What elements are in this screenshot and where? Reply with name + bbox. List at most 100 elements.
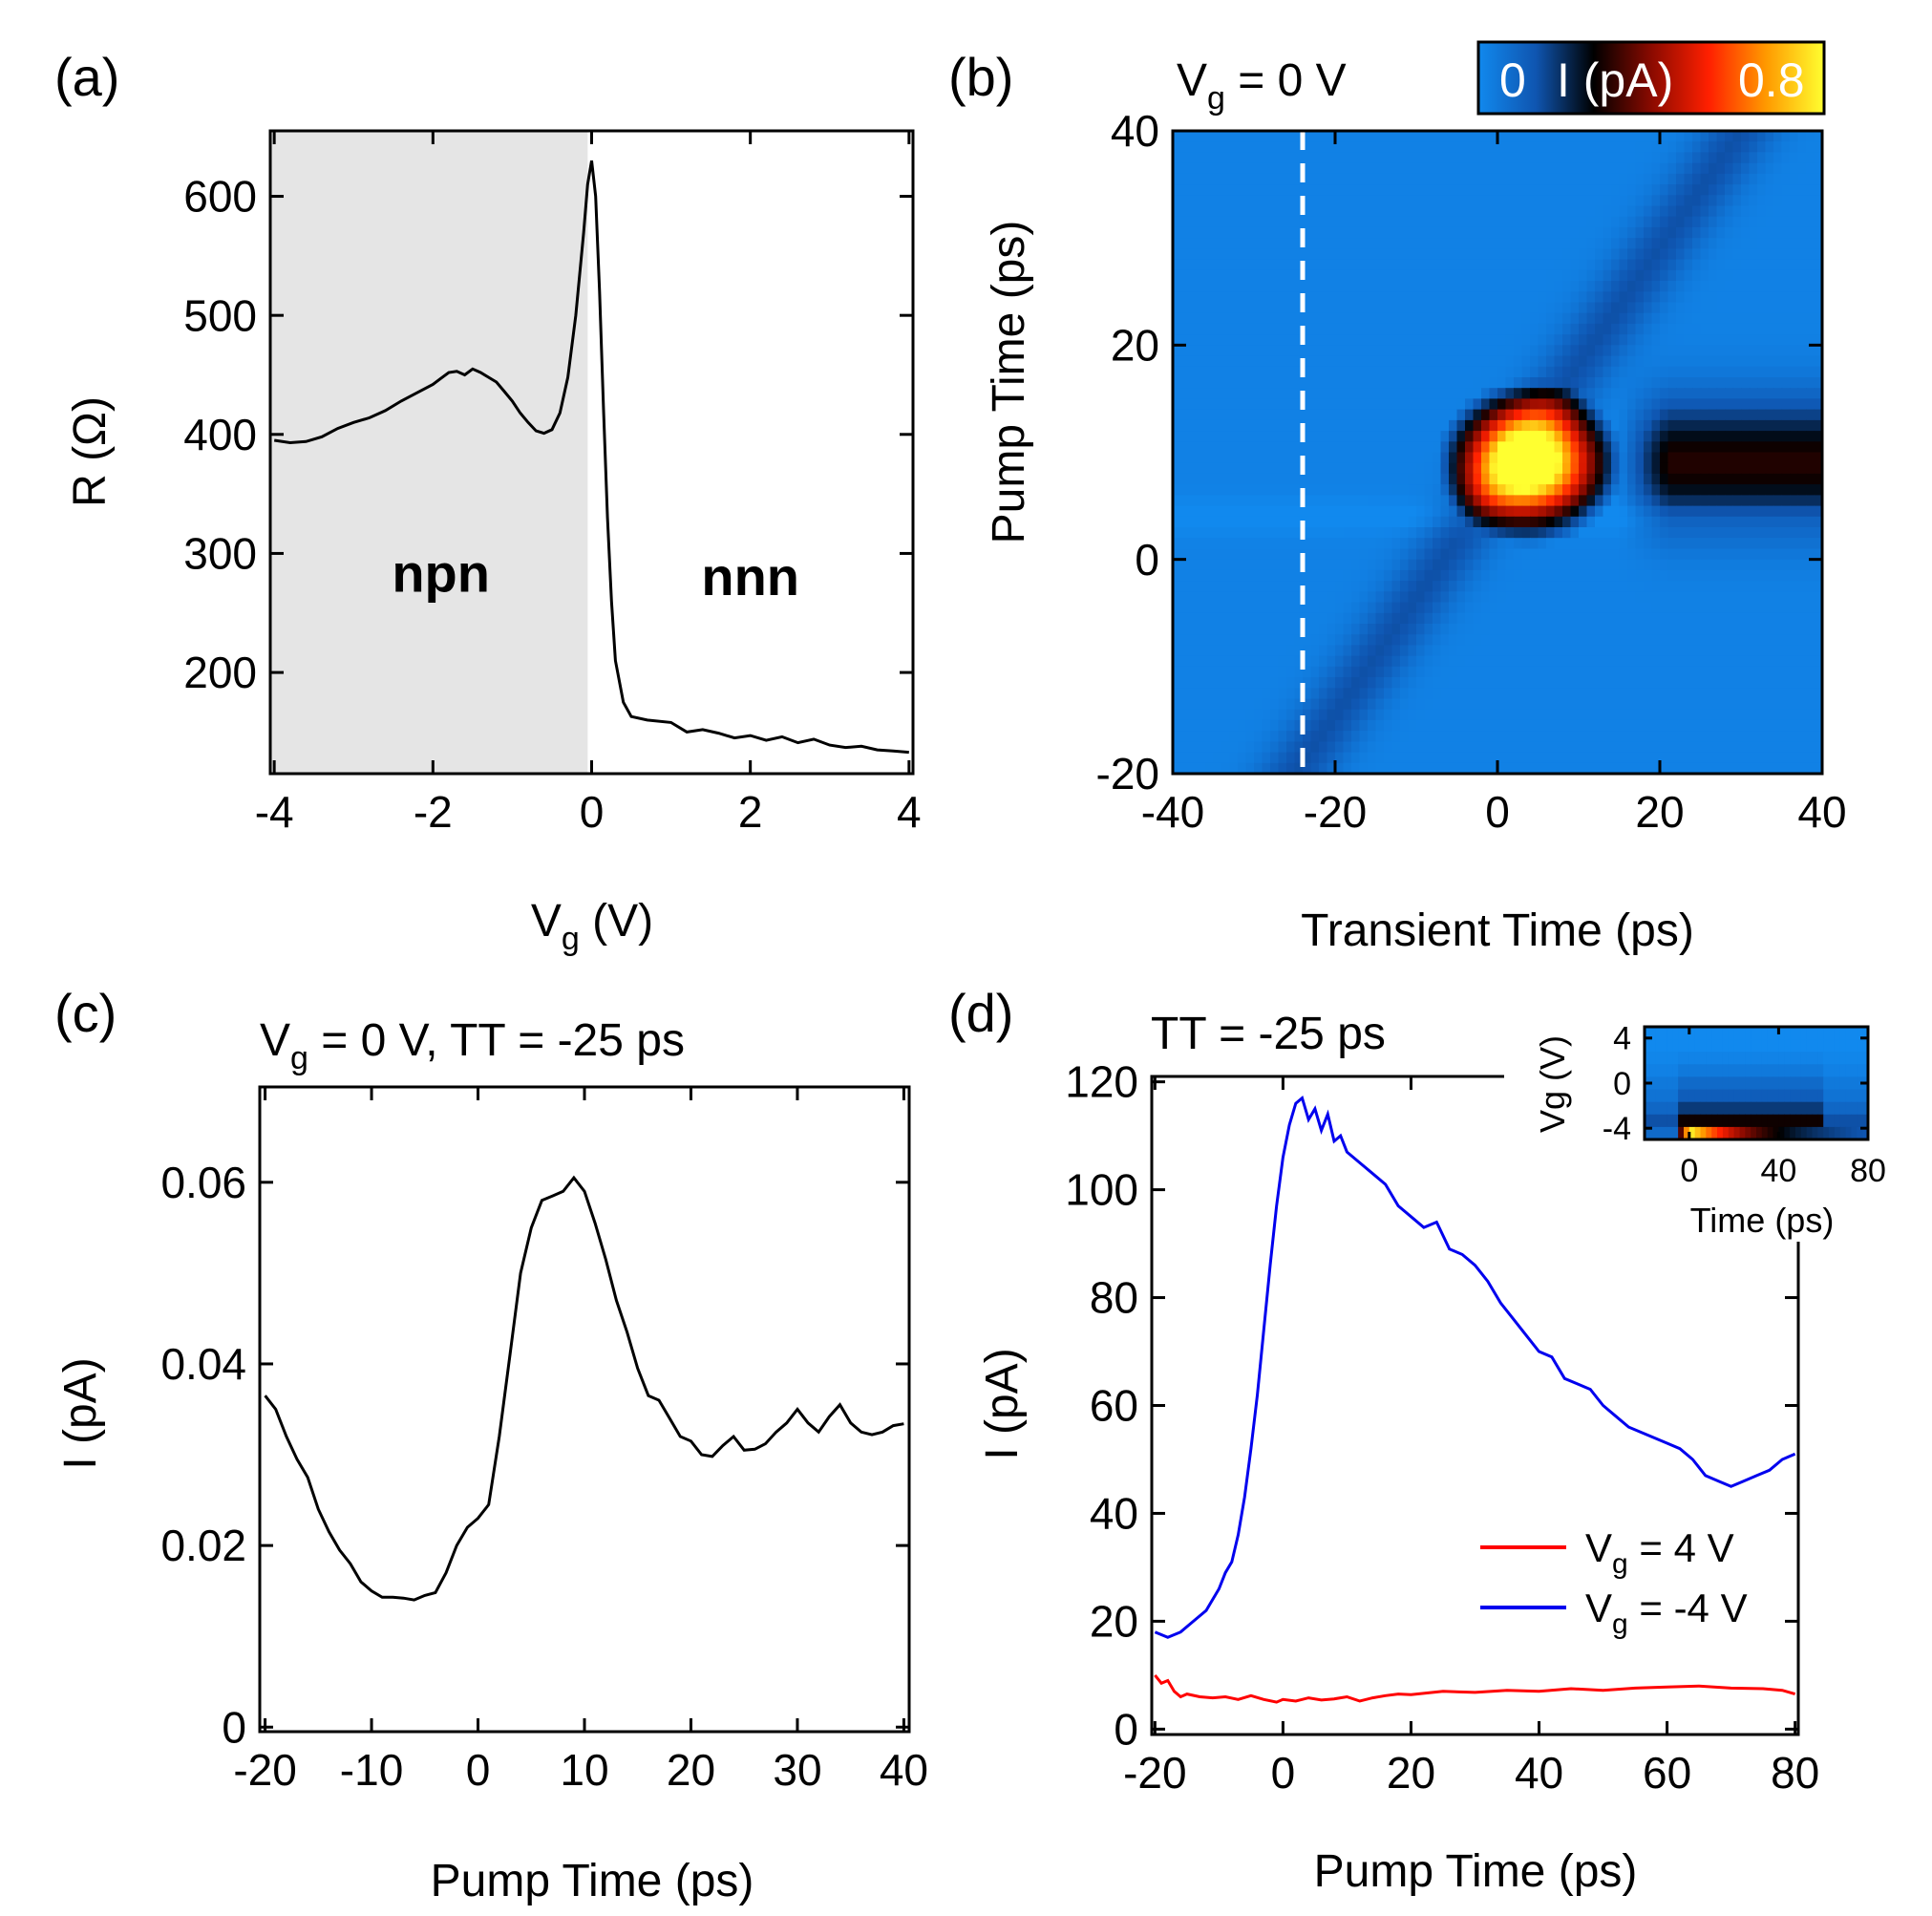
heatmap-cell [1814,612,1822,625]
heatmap-cell [1303,762,1312,774]
heatmap-cell [1254,205,1263,218]
heatmap-cell [1546,345,1556,357]
heatmap-cell [1732,602,1742,614]
heatmap-cell [1335,312,1345,325]
panel-a-ylabel: R (Ω) [65,396,116,507]
heatmap-cell [1205,205,1215,218]
heatmap-cell [1375,762,1385,774]
heatmap-cell [1521,173,1531,185]
heatmap-cell [1278,516,1287,528]
heatmap-cell [1806,569,1815,582]
heatmap-cell [1375,677,1385,689]
heatmap-cell [1449,323,1458,335]
heatmap-cell [1270,355,1280,368]
heatmap-cell [1384,569,1393,582]
heatmap-cell [1619,259,1628,271]
heatmap-cell [1213,473,1222,485]
heatmap-cell [1676,762,1686,774]
heatmap-cell [1765,602,1774,614]
heatmap-cell [1449,624,1458,635]
heatmap-cell [1773,741,1783,754]
heatmap-cell [1570,612,1580,625]
heatmap-cell [1497,323,1507,335]
heatmap-cell [1773,302,1783,314]
heatmap-cell [1205,709,1215,721]
heatmap-cell [1303,419,1312,432]
heatmap-cell [1465,323,1475,335]
heatmap-cell [1530,731,1539,742]
heatmap-cell [1741,719,1751,732]
heatmap-cell [1790,527,1799,539]
heatmap-cell [1221,516,1231,528]
heatmap-cell [1692,762,1702,774]
heatmap-cell [1189,216,1199,228]
heatmap-cell [1692,269,1702,282]
heatmap-cell [1189,334,1199,346]
heatmap-cell [1570,162,1580,175]
heatmap-cell [1530,302,1539,314]
heatmap-cell [1700,334,1709,346]
heatmap-cell [1579,131,1588,142]
heatmap-cell [1749,431,1758,442]
heatmap-cell [1286,591,1296,604]
heatmap-cell [1773,688,1783,700]
heatmap-cell [1627,334,1637,346]
heatmap-cell [1554,548,1563,561]
heatmap-cell [1562,259,1572,271]
heatmap-cell [1579,719,1588,732]
heatmap-cell [1797,323,1807,335]
heatmap-cell [1586,388,1596,399]
heatmap-cell [1221,195,1231,207]
heatmap-cell [1294,388,1304,399]
heatmap-cell [1343,559,1352,571]
heatmap-cell [1456,216,1466,228]
heatmap-cell [1368,355,1377,368]
heatmap-cell [1538,334,1547,346]
heatmap-cell [1635,345,1645,357]
heatmap-cell [1806,409,1815,421]
heatmap-cell [1773,162,1783,175]
heatmap-cell [1245,505,1255,518]
heatmap-cell [1440,141,1450,153]
heatmap-cell [1797,431,1807,442]
heatmap-cell [1562,762,1572,774]
heatmap-cell [1278,312,1287,325]
heatmap-cell [1465,473,1475,485]
heatmap-cell [1400,634,1410,646]
heatmap-cell [1619,677,1628,689]
heatmap-cell [1294,591,1304,604]
heatmap-cell [1254,355,1263,368]
heatmap-cell [1384,462,1393,475]
heatmap-cell [1351,355,1361,368]
heatmap-cell [1546,291,1556,304]
heatmap-cell [1319,452,1328,464]
heatmap-cell [1180,548,1190,561]
heatmap-cell [1238,131,1247,142]
heatmap-cell [1465,345,1475,357]
heatmap-cell [1741,141,1751,153]
heatmap-cell [1700,731,1709,742]
heatmap-cell [1384,216,1393,228]
heatmap-cell [1197,538,1206,549]
heatmap-cell [1245,226,1255,239]
heatmap-cell [1505,302,1515,314]
heatmap-cell [1611,355,1621,368]
heatmap-cell [1310,591,1320,604]
heatmap-cell [1440,345,1450,357]
heatmap-cell [1709,495,1718,507]
heatmap-cell [1408,569,1417,582]
heatmap-cell [1716,655,1726,668]
heatmap-cell [1351,624,1361,635]
heatmap-cell [1684,495,1693,507]
heatmap-cell [1797,602,1807,614]
heatmap-cell [1595,162,1604,175]
heatmap-cell [1725,323,1734,335]
heatmap-cell [1667,398,1677,411]
heatmap-cell [1611,569,1621,582]
heatmap-cell [1773,334,1783,346]
heatmap-cell [1408,698,1417,711]
heatmap-cell [1213,238,1222,249]
heatmap-cell [1278,538,1287,549]
heatmap-cell [1660,473,1669,485]
heatmap-cell [1806,452,1815,464]
